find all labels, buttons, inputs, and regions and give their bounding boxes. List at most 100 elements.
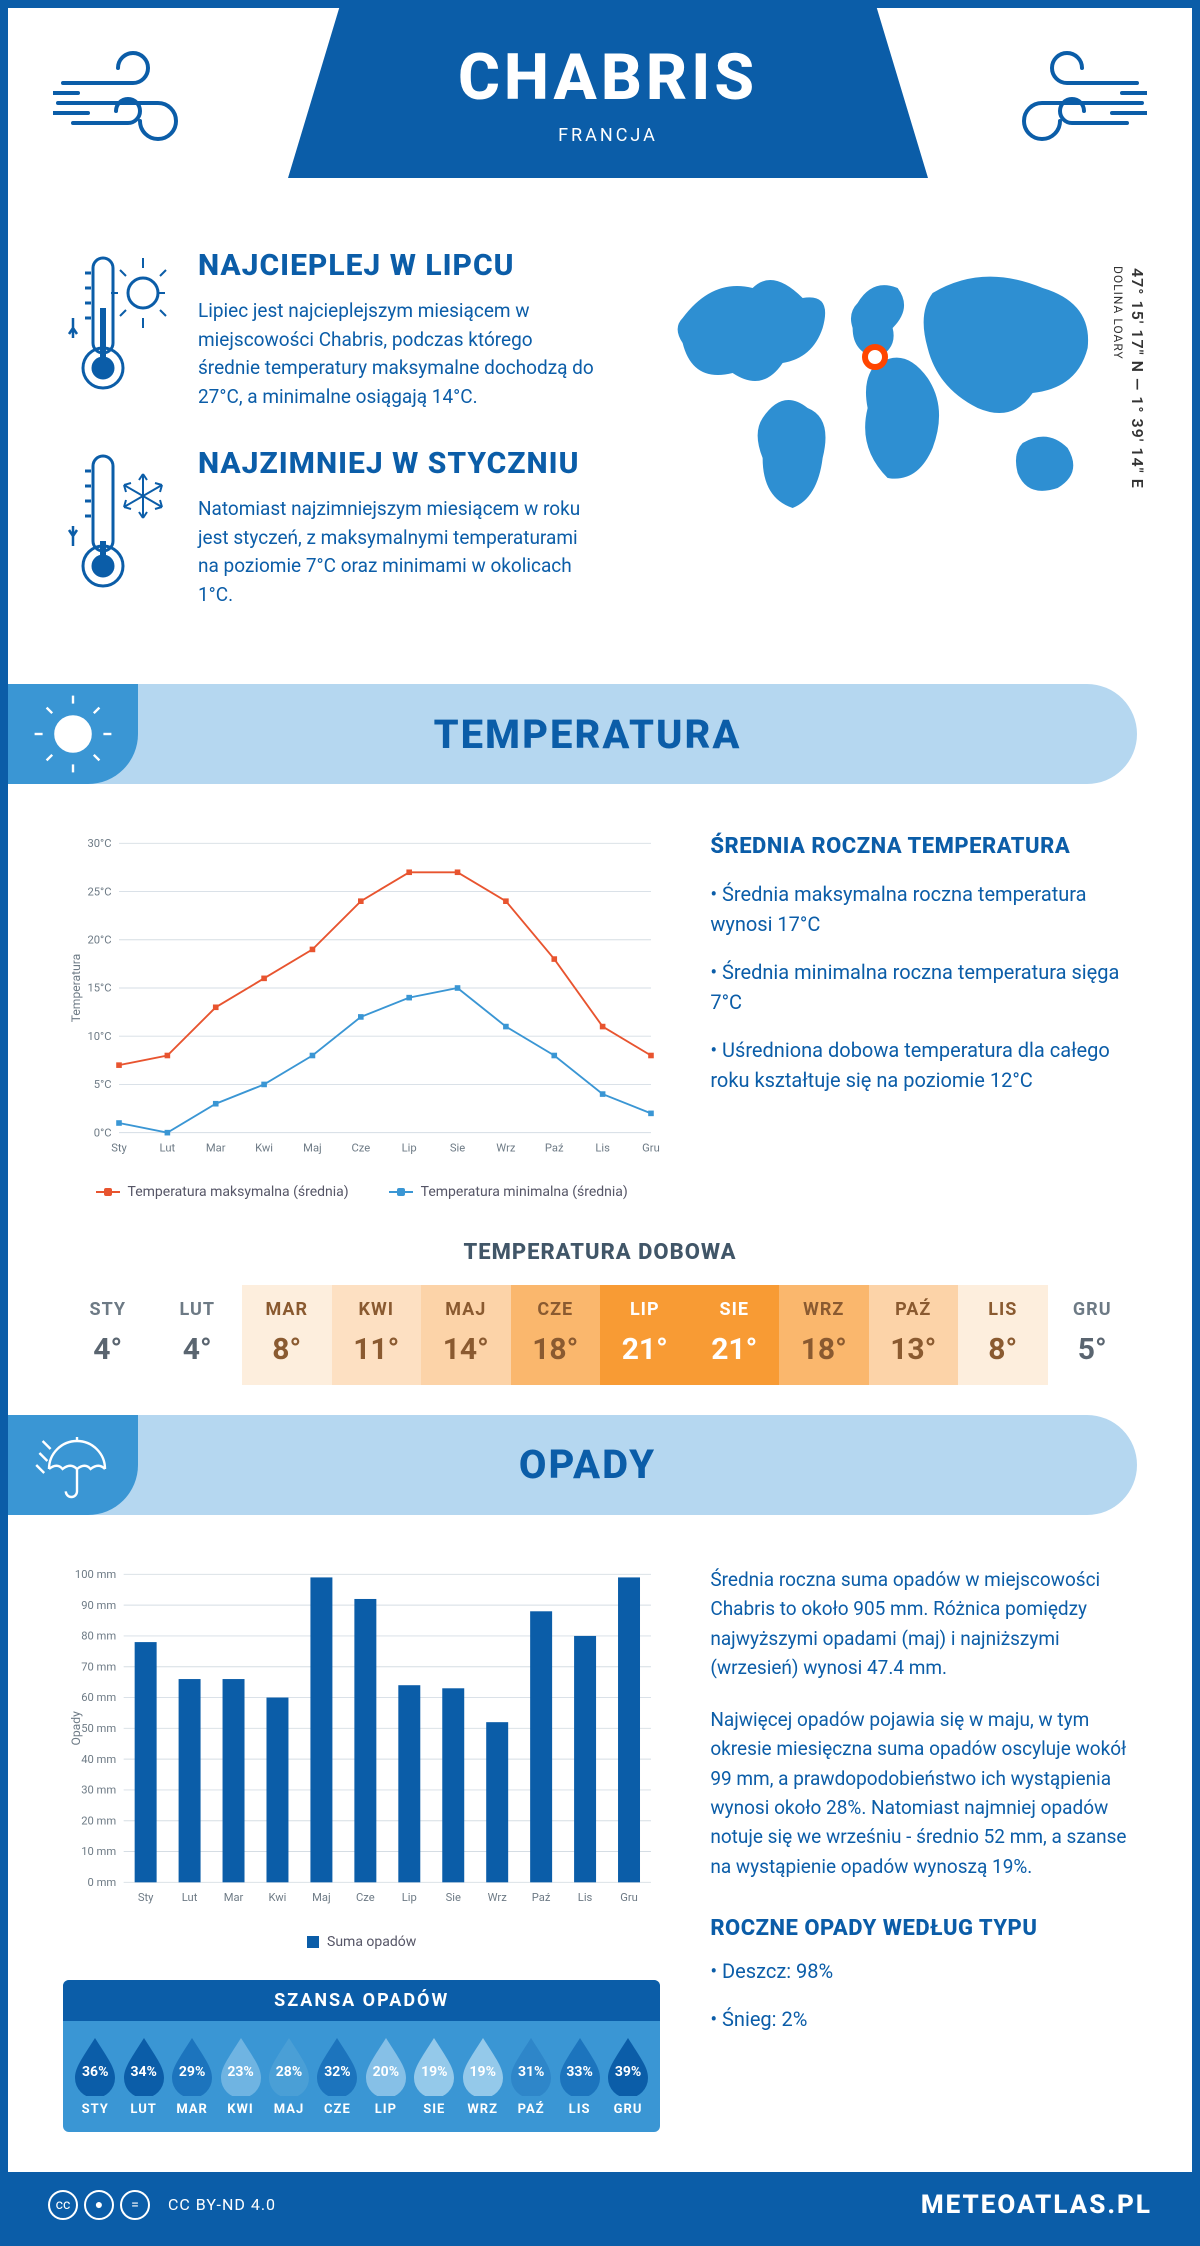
cc-icon: cc	[48, 2190, 78, 2220]
legend-min-label: Temperatura minimalna (średnia)	[421, 1184, 628, 1200]
footer: cc ● = CC BY-ND 4.0 METEOATLAS.PL	[8, 2172, 1192, 2238]
summary-bullet: • Średnia minimalna roczna temperatura s…	[710, 957, 1137, 1017]
umbrella-icon	[8, 1415, 138, 1515]
daily-value: 21°	[600, 1332, 690, 1367]
drop-value: 39%	[604, 2064, 652, 2080]
daily-value: 14°	[421, 1332, 511, 1367]
svg-text:10 mm: 10 mm	[81, 1845, 116, 1858]
svg-text:Lut: Lut	[182, 1891, 198, 1904]
header: CHABRIS FRANCJA	[8, 8, 1192, 208]
rain-drop: 34% LUT	[119, 2036, 167, 2117]
coldest-text: Natomiast najzimniejszym miesiącem w rok…	[198, 495, 598, 609]
svg-text:Gru: Gru	[620, 1891, 638, 1904]
precip-type-item: • Deszcz: 98%	[710, 1956, 1137, 1986]
temperature-title: TEMPERATURA	[138, 711, 1137, 758]
daily-month: STY	[63, 1299, 153, 1320]
temperature-legend: Temperatura maksymalna (średnia) Tempera…	[63, 1184, 660, 1200]
daily-value: 21°	[690, 1332, 780, 1367]
drop-month: STY	[71, 2102, 119, 2117]
temperature-section-header: TEMPERATURA	[8, 684, 1137, 784]
daily-cell: LUT 4°	[153, 1285, 243, 1385]
svg-text:0°C: 0°C	[94, 1126, 112, 1139]
svg-text:Maj: Maj	[312, 1891, 331, 1904]
location-marker-icon	[862, 344, 888, 370]
svg-text:Sie: Sie	[450, 1141, 465, 1154]
daily-value: 4°	[63, 1332, 153, 1367]
svg-text:50 mm: 50 mm	[81, 1722, 116, 1735]
drop-value: 36%	[71, 2064, 119, 2080]
svg-text:5°C: 5°C	[94, 1078, 112, 1091]
svg-text:Opady: Opady	[69, 1711, 83, 1746]
svg-text:Sty: Sty	[138, 1891, 154, 1904]
svg-text:Sty: Sty	[111, 1141, 127, 1154]
daily-cell: LIP 21°	[600, 1285, 690, 1385]
legend-sum-label: Suma opadów	[327, 1934, 416, 1950]
svg-text:80 mm: 80 mm	[81, 1630, 116, 1643]
daily-month: KWI	[332, 1299, 422, 1320]
daily-value: 4°	[153, 1332, 243, 1367]
daily-temp-title: TEMPERATURA DOBOWA	[8, 1240, 1192, 1265]
rain-drop: 28% MAJ	[265, 2036, 313, 2117]
precipitation-bar-chart: 0 mm10 mm20 mm30 mm40 mm50 mm60 mm70 mm8…	[63, 1565, 660, 1950]
drop-month: MAJ	[265, 2102, 313, 2117]
rain-drop: 29% MAR	[168, 2036, 216, 2117]
drop-month: MAR	[168, 2102, 216, 2117]
svg-text:Kwi: Kwi	[269, 1891, 287, 1904]
svg-text:Wrz: Wrz	[496, 1141, 516, 1154]
svg-text:Gru: Gru	[642, 1141, 660, 1154]
intro-section: NAJCIEPLEJ W LIPCU Lipiec jest najcieple…	[8, 208, 1192, 654]
brand-name: METEOATLAS.PL	[921, 2190, 1152, 2220]
warmest-text: Lipiec jest najcieplejszym miesiącem w m…	[198, 297, 598, 411]
daily-cell: STY 4°	[63, 1285, 153, 1385]
svg-text:Lis: Lis	[578, 1891, 593, 1904]
drop-month: GRU	[604, 2102, 652, 2117]
precip-type-item: • Śnieg: 2%	[710, 2004, 1137, 2034]
coldest-block: NAJZIMNIEJ W STYCZNIU Natomiast najzimni…	[63, 446, 598, 609]
precip-paragraph: Średnia roczna suma opadów w miejscowośc…	[710, 1565, 1137, 1683]
rain-drop: 19% WRZ	[459, 2036, 507, 2117]
chance-title: SZANSA OPADÓW	[63, 1980, 660, 2021]
drop-value: 33%	[556, 2064, 604, 2080]
precipitation-chance-box: SZANSA OPADÓW 36% STY 34% LUT 29% MA	[63, 1980, 660, 2132]
wind-icon	[977, 43, 1147, 157]
daily-month: GRU	[1048, 1299, 1138, 1320]
daily-month: LIS	[958, 1299, 1048, 1320]
svg-text:Cze: Cze	[356, 1891, 375, 1904]
daily-value: 5°	[1048, 1332, 1138, 1367]
drop-month: PAŹ	[507, 2102, 555, 2117]
daily-value: 8°	[958, 1332, 1048, 1367]
daily-temp-table: STY 4° LUT 4° MAR 8° KWI 11° MAJ 14° CZE…	[63, 1285, 1137, 1385]
svg-text:0 mm: 0 mm	[88, 1876, 117, 1889]
daily-month: LUT	[153, 1299, 243, 1320]
daily-cell: LIS 8°	[958, 1285, 1048, 1385]
precipitation-legend: Suma opadów	[63, 1934, 660, 1950]
daily-cell: SIE 21°	[690, 1285, 780, 1385]
rain-drop: 33% LIS	[555, 2036, 603, 2117]
svg-text:Temperatura: Temperatura	[69, 954, 83, 1023]
precip-paragraph: Najwięcej opadów pojawia się w maju, w t…	[710, 1705, 1137, 1882]
svg-text:10°C: 10°C	[87, 1030, 111, 1043]
rain-drop: 19% SIE	[410, 2036, 458, 2117]
daily-cell: CZE 18°	[511, 1285, 601, 1385]
world-map: DOLINA LOARY 47° 15' 17" N — 1° 39' 14" …	[628, 248, 1137, 644]
svg-text:25°C: 25°C	[87, 885, 111, 898]
daily-month: CZE	[511, 1299, 601, 1320]
warmest-block: NAJCIEPLEJ W LIPCU Lipiec jest najcieple…	[63, 248, 598, 411]
svg-text:20 mm: 20 mm	[81, 1814, 116, 1827]
drop-value: 23%	[217, 2064, 265, 2080]
drop-month: LIS	[555, 2102, 603, 2117]
summary-bullet: • Uśredniona dobowa temperatura dla całe…	[710, 1035, 1137, 1095]
infographic-frame: CHABRIS FRANCJA	[0, 0, 1200, 2246]
svg-text:20°C: 20°C	[87, 934, 111, 947]
cc-by-icon: ●	[84, 2190, 114, 2220]
daily-month: MAJ	[421, 1299, 511, 1320]
svg-text:90 mm: 90 mm	[81, 1599, 116, 1612]
drop-value: 31%	[507, 2064, 555, 2080]
wind-icon	[53, 43, 223, 157]
city-name: CHABRIS	[458, 40, 758, 115]
drop-month: WRZ	[459, 2102, 507, 2117]
rain-drop: 20% LIP	[362, 2036, 410, 2117]
daily-cell: MAR 8°	[242, 1285, 332, 1385]
legend-max-label: Temperatura maksymalna (średnia)	[128, 1184, 349, 1200]
svg-text:Lip: Lip	[402, 1141, 417, 1154]
